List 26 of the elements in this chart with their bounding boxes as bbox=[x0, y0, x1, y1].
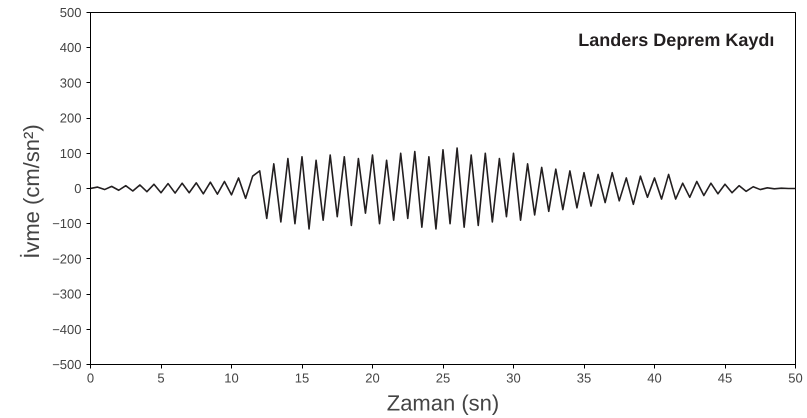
y-tick-label: 0 bbox=[74, 181, 82, 196]
x-tick-label: 15 bbox=[294, 370, 310, 386]
x-tick-label: 40 bbox=[647, 370, 662, 386]
y-tick-label: −300 bbox=[52, 286, 82, 302]
x-tick-label: 50 bbox=[788, 370, 803, 386]
y-tick-label: 300 bbox=[60, 75, 82, 90]
text: Landers Deprem Kaydı bbox=[578, 30, 774, 50]
x-tick-label: 35 bbox=[576, 370, 592, 386]
x-axis-title: Zaman (sn) bbox=[386, 390, 500, 416]
x-tick-label: 10 bbox=[224, 370, 239, 386]
x-tick-label: 30 bbox=[506, 370, 521, 386]
y-tick-label: 200 bbox=[60, 110, 82, 126]
y-tick-label: 400 bbox=[60, 40, 82, 56]
y-tick-label: 500 bbox=[60, 5, 82, 20]
y-tick-label: 100 bbox=[60, 146, 82, 161]
x-tick-label: 25 bbox=[436, 370, 450, 386]
x-tick-label: 45 bbox=[718, 370, 732, 386]
y-tick-label: −500 bbox=[52, 357, 82, 372]
x-tick-label: 5 bbox=[157, 370, 165, 386]
x-tick-label: 20 bbox=[365, 370, 380, 386]
x-tick-label: 0 bbox=[86, 370, 94, 386]
y-tick-label: −200 bbox=[52, 251, 82, 266]
line-series bbox=[90, 147, 796, 230]
y-tick-label: −400 bbox=[52, 322, 82, 337]
y-axis-title: İvme (cm/sn²) bbox=[19, 124, 44, 259]
y-tick-label: −100 bbox=[52, 216, 82, 232]
